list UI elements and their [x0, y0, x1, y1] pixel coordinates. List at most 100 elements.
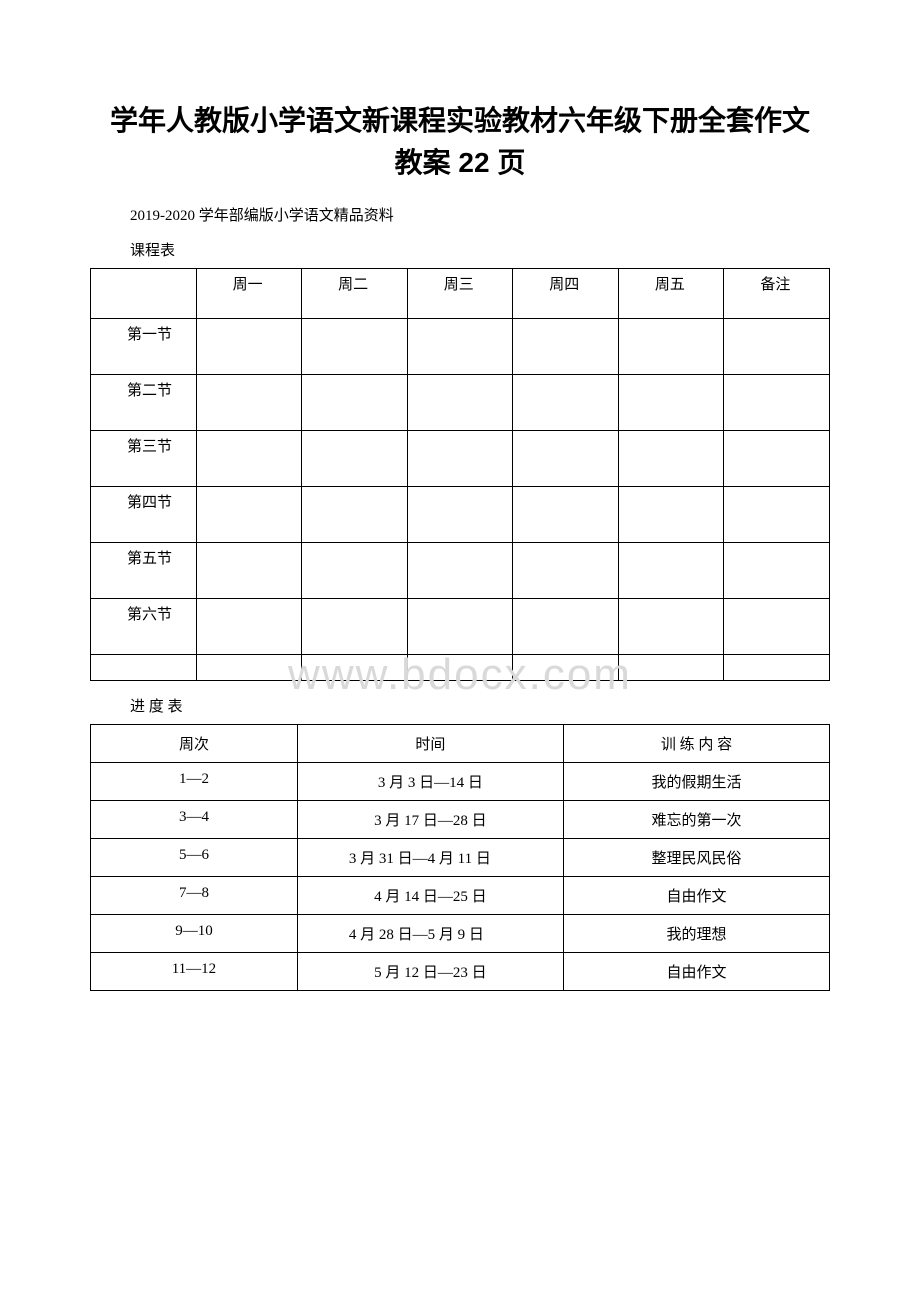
schedule-header-cell: 训 练 内 容: [563, 725, 829, 763]
timetable-cell: [618, 319, 724, 375]
timetable-cell: [302, 543, 408, 599]
timetable-cell: [618, 487, 724, 543]
timetable-header-cell: 周四: [513, 269, 619, 319]
schedule-time-cell: 3 月 17 日—28 日: [297, 801, 563, 839]
schedule-label: 进 度 表: [130, 695, 830, 716]
timetable-row: 第五节: [91, 543, 830, 599]
timetable-header-row: 周一 周二 周三 周四 周五 备注: [91, 269, 830, 319]
schedule-week-cell: 11—12: [91, 953, 298, 991]
timetable-cell: [513, 375, 619, 431]
timetable-cell: [196, 599, 302, 655]
schedule-time-cell: 3 月 3 日—14 日: [297, 763, 563, 801]
timetable-cell: [513, 431, 619, 487]
schedule-header-row: 周次 时间 训 练 内 容: [91, 725, 830, 763]
timetable-cell: [302, 375, 408, 431]
timetable-cell: [407, 599, 513, 655]
timetable-cell: [196, 375, 302, 431]
timetable-cell: [513, 655, 619, 681]
timetable-cell: [513, 319, 619, 375]
timetable-cell: [302, 431, 408, 487]
timetable-cell: [513, 487, 619, 543]
document-page: www.bdocx.com 学年人教版小学语文新课程实验教材六年级下册全套作文 …: [0, 0, 920, 1051]
schedule-content-cell: 难忘的第一次: [563, 801, 829, 839]
timetable-cell: [513, 543, 619, 599]
timetable-cell: [618, 543, 724, 599]
timetable-cell: [91, 655, 197, 681]
timetable-cell: [302, 319, 408, 375]
timetable-label: 课程表: [130, 239, 830, 260]
timetable-row: 第一节: [91, 319, 830, 375]
timetable-header-cell: 周二: [302, 269, 408, 319]
timetable-cell: [724, 487, 830, 543]
timetable-header-cell: 周三: [407, 269, 513, 319]
timetable-header-cell: [91, 269, 197, 319]
timetable-header-cell: 备注: [724, 269, 830, 319]
schedule-time-cell: 4 月 28 日—5 月 9 日: [297, 915, 563, 953]
schedule-row: 1—2 3 月 3 日—14 日 我的假期生活: [91, 763, 830, 801]
timetable-cell: [724, 599, 830, 655]
document-subtitle: 2019-2020 学年部编版小学语文精品资料: [130, 204, 830, 225]
schedule-time-cell: 5 月 12 日—23 日: [297, 953, 563, 991]
schedule-week-cell: 5—6: [91, 839, 298, 877]
timetable-cell: [618, 599, 724, 655]
timetable-cell: [724, 319, 830, 375]
timetable-cell: [196, 431, 302, 487]
timetable-cell: [407, 655, 513, 681]
schedule-time-cell: 3 月 31 日—4 月 11 日: [297, 839, 563, 877]
timetable-row-label: 第二节: [91, 375, 197, 431]
timetable-cell: [196, 543, 302, 599]
timetable-cell: [407, 543, 513, 599]
timetable-row: 第二节: [91, 375, 830, 431]
schedule-week-cell: 3—4: [91, 801, 298, 839]
timetable-cell: [724, 543, 830, 599]
timetable-row-label: 第四节: [91, 487, 197, 543]
timetable-cell: [302, 655, 408, 681]
timetable-cell: [407, 319, 513, 375]
timetable-row-label: 第三节: [91, 431, 197, 487]
timetable-cell: [407, 431, 513, 487]
schedule-content-cell: 自由作文: [563, 953, 829, 991]
timetable-footer-row: [91, 655, 830, 681]
timetable-cell: [196, 319, 302, 375]
timetable: 周一 周二 周三 周四 周五 备注 第一节 第二节 第三节 第四节 第五节 第: [90, 268, 830, 681]
timetable-row: 第四节: [91, 487, 830, 543]
timetable-header-cell: 周五: [618, 269, 724, 319]
timetable-cell: [513, 599, 619, 655]
schedule-row: 5—6 3 月 31 日—4 月 11 日 整理民风民俗: [91, 839, 830, 877]
schedule-row: 3—4 3 月 17 日—28 日 难忘的第一次: [91, 801, 830, 839]
schedule-content-cell: 我的理想: [563, 915, 829, 953]
schedule-content-cell: 整理民风民俗: [563, 839, 829, 877]
schedule-time-cell: 4 月 14 日—25 日: [297, 877, 563, 915]
timetable-row-label: 第六节: [91, 599, 197, 655]
timetable-cell: [196, 655, 302, 681]
timetable-row-label: 第五节: [91, 543, 197, 599]
schedule-week-cell: 1—2: [91, 763, 298, 801]
schedule-header-cell: 时间: [297, 725, 563, 763]
timetable-header-cell: 周一: [196, 269, 302, 319]
schedule-row: 11—12 5 月 12 日—23 日 自由作文: [91, 953, 830, 991]
schedule-content-cell: 我的假期生活: [563, 763, 829, 801]
timetable-cell: [407, 487, 513, 543]
timetable-cell: [302, 599, 408, 655]
timetable-cell: [618, 431, 724, 487]
timetable-row: 第三节: [91, 431, 830, 487]
timetable-row: 第六节: [91, 599, 830, 655]
timetable-cell: [407, 375, 513, 431]
timetable-row-label: 第一节: [91, 319, 197, 375]
timetable-cell: [724, 431, 830, 487]
schedule-row: 7—8 4 月 14 日—25 日 自由作文: [91, 877, 830, 915]
timetable-cell: [618, 375, 724, 431]
timetable-cell: [618, 655, 724, 681]
schedule-header-cell: 周次: [91, 725, 298, 763]
page-title: 学年人教版小学语文新课程实验教材六年级下册全套作文 教案 22 页: [90, 100, 830, 184]
schedule-week-cell: 9—10: [91, 915, 298, 953]
timetable-cell: [302, 487, 408, 543]
title-line-2: 教案 22 页: [395, 147, 526, 178]
title-line-1: 学年人教版小学语文新课程实验教材六年级下册全套作文: [110, 105, 810, 136]
schedule-week-cell: 7—8: [91, 877, 298, 915]
timetable-cell: [724, 375, 830, 431]
schedule-row: 9—10 4 月 28 日—5 月 9 日 我的理想: [91, 915, 830, 953]
schedule-table: 周次 时间 训 练 内 容 1—2 3 月 3 日—14 日 我的假期生活 3—…: [90, 724, 830, 991]
timetable-cell: [724, 655, 830, 681]
timetable-cell: [196, 487, 302, 543]
